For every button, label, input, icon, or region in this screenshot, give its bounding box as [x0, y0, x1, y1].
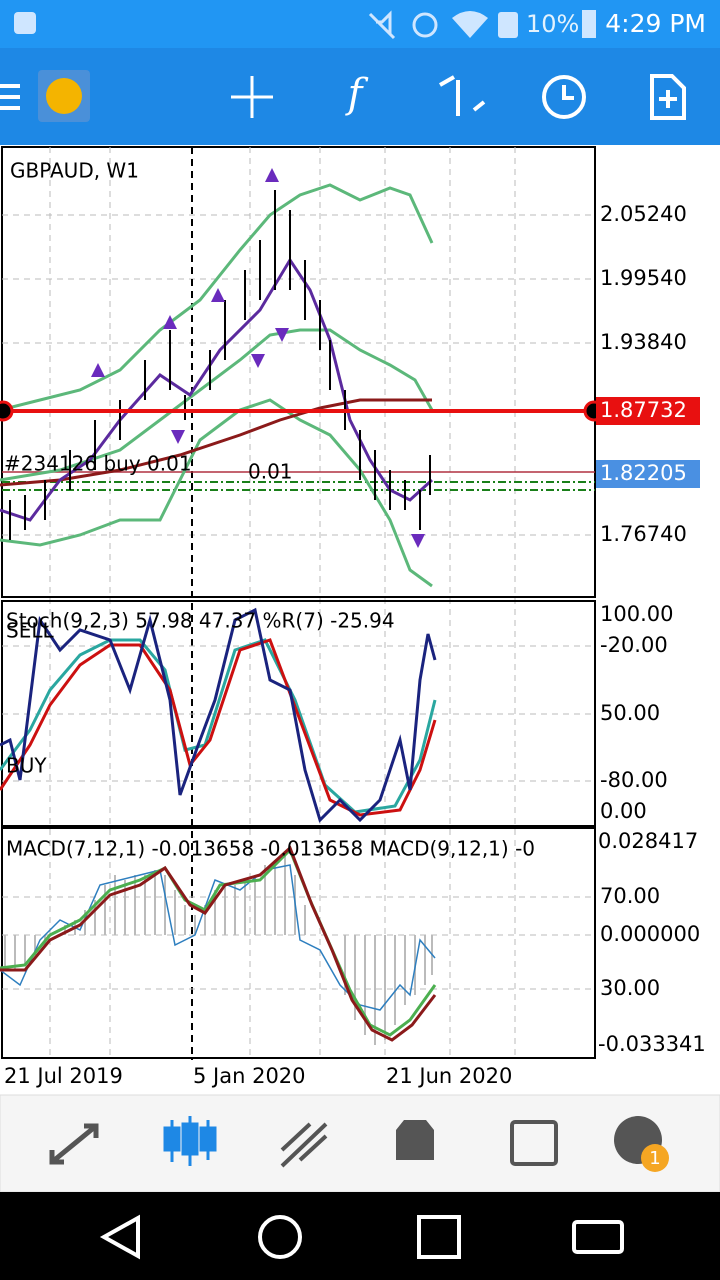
menu-button[interactable]: [0, 84, 20, 110]
history-tab[interactable]: [396, 1120, 434, 1160]
stoch-title: Stoch(9,2,3) 57.98 47.37 %R(7) -25.94: [6, 609, 395, 633]
date-label: 21 Jun 2020: [386, 1064, 512, 1088]
sell-label: SELL: [6, 619, 54, 643]
macd-histogram: [4, 855, 433, 1045]
date-label: 5 Jan 2020: [193, 1064, 306, 1088]
trade-button[interactable]: [439, 75, 486, 116]
new-order-button[interactable]: [650, 74, 686, 120]
back-button[interactable]: [99, 1214, 140, 1260]
home-button[interactable]: [258, 1215, 302, 1259]
battery-text: 10%: [526, 10, 579, 38]
price-label: 1.76740: [600, 522, 687, 546]
order-lines: [2, 481, 595, 491]
macd-label: 0.000000: [600, 922, 700, 946]
battery-icon: [582, 10, 596, 38]
macd-label: -0.033341: [598, 1032, 706, 1056]
order-label-2: 0.01: [248, 460, 293, 484]
price-label: 1.99540: [600, 266, 687, 290]
system-nav: [0, 1192, 720, 1280]
camera-icon: [14, 12, 36, 34]
timeframe-button[interactable]: [542, 75, 586, 119]
stoch-label: 50.00: [600, 701, 660, 725]
price-grid: [2, 147, 595, 1058]
bid-price-tag: [596, 460, 700, 488]
crosshair-button[interactable]: [231, 76, 273, 118]
mute-icon: [368, 10, 396, 40]
macd-lines: [0, 845, 437, 1042]
candles: [9, 190, 431, 540]
stoch-label: -20.00: [600, 633, 668, 657]
sim-icon: [498, 12, 518, 38]
status-bar: [0, 0, 720, 48]
badge-text: 1: [649, 1148, 660, 1169]
toolbar: [0, 48, 720, 145]
bottom-nav: [0, 1094, 720, 1193]
symbol-title: GBPAUD, W1: [10, 159, 139, 183]
chart-tab[interactable]: [163, 1116, 217, 1166]
indicator-lines: [0, 183, 434, 588]
alarm-icon: [412, 12, 438, 38]
buy-label: BUY: [6, 754, 47, 778]
clock: 4:29 PM: [605, 9, 706, 38]
macd-panel: [1, 827, 596, 1059]
macd-label: 70.00: [600, 884, 660, 908]
stoch-label: -80.00: [600, 768, 668, 792]
fractal-arrows: [91, 168, 425, 548]
news-tab[interactable]: [510, 1120, 558, 1166]
bid-price-text: 1.82205: [600, 461, 687, 485]
trade-tab[interactable]: [280, 1122, 328, 1168]
badge: [641, 1144, 669, 1172]
date-label: 21 Jul 2019: [4, 1064, 123, 1088]
macd-label: 30.00: [600, 976, 660, 1000]
red-price-text: 1.87732: [600, 398, 687, 422]
stoch-lines: [0, 607, 437, 823]
stoch-label: 0.00: [600, 799, 647, 823]
price-label: 1.93840: [600, 330, 687, 354]
switch-button[interactable]: [572, 1220, 624, 1254]
price-label: 2.05240: [600, 202, 687, 226]
wifi-icon: [452, 11, 488, 38]
macd-title: MACD(7,12,1) -0.013658 -0.013658 MACD(9,…: [6, 837, 535, 861]
red-price-tag: [596, 397, 700, 425]
macd-label: 0.028417: [598, 829, 698, 853]
quotes-tab[interactable]: [49, 1123, 99, 1165]
order-label: #234126 buy 0.01: [4, 452, 192, 476]
stoch-label: 100.00: [600, 602, 673, 626]
recents-button[interactable]: [417, 1215, 461, 1259]
